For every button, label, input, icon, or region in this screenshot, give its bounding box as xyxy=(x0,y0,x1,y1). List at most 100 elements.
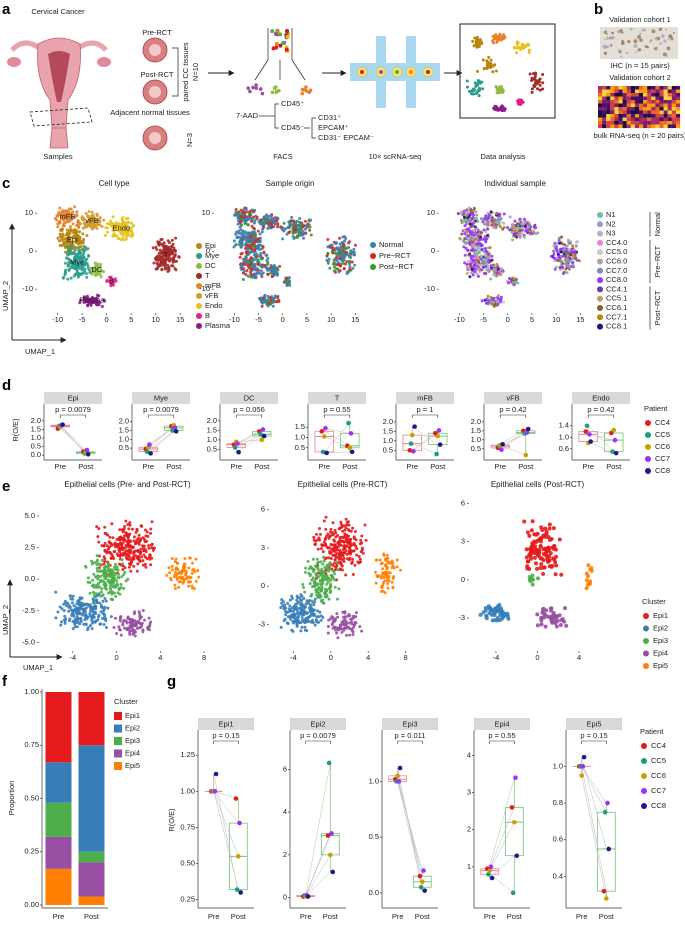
cluster-cloud xyxy=(53,205,80,229)
scatter-dot xyxy=(318,526,322,530)
heatmap-cell xyxy=(626,110,631,115)
ihc-stain xyxy=(609,43,613,47)
scatter-dot xyxy=(108,223,112,227)
x-tick-label: Post xyxy=(342,462,358,471)
scatter-dot xyxy=(183,557,187,561)
scatter-dot xyxy=(145,539,149,543)
scatter-dot xyxy=(244,215,248,219)
scatter-dot xyxy=(88,271,92,275)
legend-marker xyxy=(641,743,647,749)
scatter-dot xyxy=(116,237,120,241)
scatter-dot xyxy=(472,44,476,48)
scatter-dot xyxy=(490,302,494,306)
scatter-dot xyxy=(496,299,500,303)
scatter-dot xyxy=(488,246,492,250)
ihc-stain xyxy=(617,49,621,53)
scatter-dot xyxy=(111,215,115,219)
y-tick-label: 1.25 xyxy=(180,750,195,759)
y-tick-label: 2.0 xyxy=(383,417,393,426)
scatter-dot xyxy=(558,241,562,245)
scatter-dot xyxy=(56,610,60,614)
data-point xyxy=(348,431,354,436)
scatter-dot xyxy=(347,534,351,538)
scatter-dot xyxy=(353,253,357,257)
scatter-dot xyxy=(347,240,351,244)
y-tick-label: 2.0 xyxy=(471,417,481,426)
scatter-dot xyxy=(92,591,96,595)
scatter-dot xyxy=(487,62,491,66)
legend-marker xyxy=(370,242,376,248)
scatter-dot xyxy=(343,239,347,243)
scatter-dot xyxy=(239,235,243,239)
ihc-stain xyxy=(610,36,613,40)
legend-marker xyxy=(597,239,603,246)
scatter-dot xyxy=(73,205,77,209)
scatter-dot xyxy=(261,301,265,305)
data-point xyxy=(583,429,589,434)
ihc-stain xyxy=(658,27,663,32)
scatter-dot xyxy=(477,39,481,43)
scatter-dot xyxy=(309,233,313,237)
ihc-stain xyxy=(619,29,623,33)
heatmap-cell xyxy=(647,86,652,90)
heatmap-cell xyxy=(671,117,676,122)
data-point xyxy=(232,445,238,450)
pair-line xyxy=(500,432,526,450)
scatter-dot xyxy=(68,594,72,598)
heatmap-cell xyxy=(606,86,611,90)
cell-dot xyxy=(246,86,251,90)
scatter-dot xyxy=(306,222,310,226)
scatter-dot xyxy=(188,556,192,560)
panel-letter: c xyxy=(2,175,10,192)
ihc-stain xyxy=(620,55,623,58)
scatter-dot xyxy=(336,257,340,261)
heatmap-cell xyxy=(667,103,672,108)
scatter-dot xyxy=(131,545,135,549)
scatter-dot xyxy=(463,253,467,257)
legend-label: CC4.1 xyxy=(606,284,627,293)
heatmap-cell xyxy=(630,103,635,108)
scatter-dot xyxy=(555,247,559,251)
droplet-cell xyxy=(395,70,399,74)
scatter-dot xyxy=(123,570,127,574)
scatter-dot xyxy=(336,267,340,271)
scatter-dot xyxy=(344,517,348,521)
data-point xyxy=(436,428,442,433)
scatter-dot xyxy=(501,227,505,231)
scatter-dot xyxy=(256,262,260,266)
scatter-dot xyxy=(311,621,315,625)
scatter-dot xyxy=(177,585,181,589)
scatter-dot xyxy=(102,571,106,575)
scatter-dot xyxy=(75,253,79,257)
heatmap-cell xyxy=(671,107,676,111)
scatter-dot xyxy=(312,535,316,539)
pair-line xyxy=(397,768,423,891)
scatter-dot xyxy=(346,520,350,524)
scatter-dot xyxy=(559,259,563,263)
sample-label: Pre-RCT xyxy=(142,28,172,37)
scatter-dot xyxy=(480,231,484,235)
box xyxy=(604,432,624,453)
scatter-dot xyxy=(475,217,479,221)
legend-marker xyxy=(597,221,603,228)
scatter-dot xyxy=(271,304,275,308)
scatter-dot xyxy=(148,531,152,535)
scatter-dot xyxy=(347,262,351,266)
scatter-dot xyxy=(508,277,512,281)
y-tick-label: 2 xyxy=(283,850,287,859)
scatter-dot xyxy=(490,254,494,258)
x-tick-label: Post xyxy=(599,912,615,921)
scatter-dot xyxy=(570,247,574,251)
scatter-dot xyxy=(258,271,262,275)
scatter-dot xyxy=(532,231,536,235)
scatter-dot xyxy=(263,294,267,298)
scatter-dot xyxy=(90,621,94,625)
cell-dot xyxy=(251,85,255,90)
heatmap-cell xyxy=(610,93,615,97)
heatmap-cell xyxy=(602,110,607,115)
facet-title: Epi4 xyxy=(494,719,509,728)
facs-branch xyxy=(291,59,306,81)
data-point xyxy=(422,888,428,893)
scatter-dot xyxy=(114,279,118,283)
significance-bracket xyxy=(397,740,423,744)
